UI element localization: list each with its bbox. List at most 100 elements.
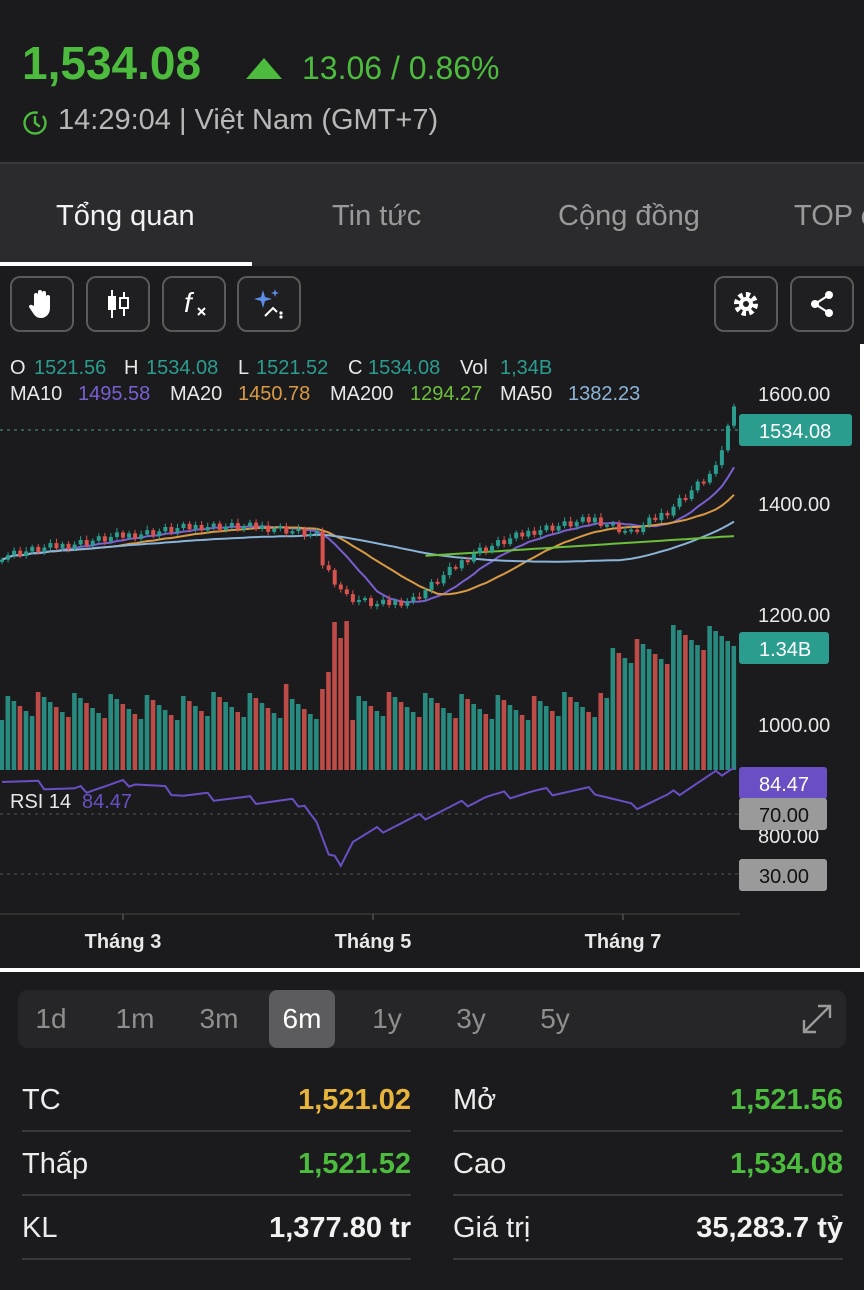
clock-icon <box>23 111 47 135</box>
volume-bar <box>410 712 416 770</box>
candle-body <box>96 536 101 541</box>
volume-bar <box>422 693 428 770</box>
rsi-panel <box>0 766 740 875</box>
volume-bar <box>271 713 277 770</box>
expand-icon[interactable] <box>800 1002 834 1036</box>
chart-panel: f O 1521.56 H 1534.08 L <box>0 266 864 968</box>
candle-body <box>435 581 440 584</box>
candle-body <box>671 506 676 516</box>
period-3y[interactable]: 3y <box>456 1003 486 1034</box>
candles <box>0 403 736 610</box>
volume-bar <box>308 714 313 770</box>
sparkle-draw-icon <box>254 289 283 319</box>
candle-body <box>604 524 609 527</box>
volume-bar <box>72 693 77 770</box>
period-3m[interactable]: 3m <box>199 1003 239 1034</box>
stat-row: TC 1,521.02 <box>22 1070 411 1132</box>
candle-body <box>611 523 616 526</box>
ai-draw-button[interactable] <box>237 276 301 332</box>
ma-line <box>425 535 735 557</box>
y-tick: 1600.00 <box>758 384 830 406</box>
candle-body <box>617 523 622 533</box>
volume-bar <box>5 696 11 770</box>
tab-overview[interactable]: Tổng quan <box>56 200 195 232</box>
volume-bar <box>211 692 216 770</box>
period-1y[interactable]: 1y <box>372 1003 402 1034</box>
timestamp: 14:29:04 | Việt Nam (GMT+7) <box>58 104 439 136</box>
settings-button[interactable] <box>714 276 778 332</box>
candle-body <box>362 598 367 601</box>
indicator-button[interactable]: f <box>162 276 226 332</box>
volume-bar <box>671 625 676 770</box>
candle-body <box>635 529 640 533</box>
ma-legend: MA10 1495.58 MA20 1450.78 MA200 1294.27 … <box>10 383 640 405</box>
volume-bar <box>126 709 132 770</box>
period-1m[interactable]: 1m <box>115 1003 155 1034</box>
volume-bar <box>477 709 483 770</box>
volume-bar <box>634 639 640 770</box>
volume-bar <box>525 720 531 770</box>
svg-text:f: f <box>184 287 195 318</box>
candle-body <box>48 543 53 548</box>
candle-body <box>562 521 567 526</box>
candle-body <box>235 523 240 530</box>
candle-body <box>490 545 495 552</box>
candle-body <box>695 481 700 491</box>
volume-bar <box>229 707 234 770</box>
share-button[interactable] <box>790 276 854 332</box>
volume-bar <box>59 712 65 770</box>
stat-value: 1,521.56 <box>730 1084 843 1116</box>
quote-header: 1,534.08 13.06 / 0.86% 14:29:04 | Việt N… <box>0 0 864 162</box>
volume-bar <box>199 711 204 770</box>
volume-bar <box>277 718 283 770</box>
candle-body <box>145 530 150 535</box>
period-1d[interactable]: 1d <box>35 1003 67 1034</box>
period-5y[interactable]: 5y <box>540 1003 570 1034</box>
volume-bar <box>90 708 95 770</box>
candle-body <box>713 465 718 474</box>
candle-body <box>302 528 307 537</box>
volume-bar <box>78 698 83 770</box>
candle-body <box>665 512 670 516</box>
candle-body <box>725 425 730 451</box>
volume-bar <box>66 717 71 770</box>
volume-bar <box>550 711 555 770</box>
candle-body <box>508 538 513 545</box>
candle-body <box>707 473 712 483</box>
candle-body <box>689 490 694 500</box>
tab-news[interactable]: Tin tức <box>332 200 422 232</box>
candle-body <box>157 531 162 536</box>
chart-type-button[interactable] <box>86 276 150 332</box>
candle-body <box>296 528 301 532</box>
tab-community[interactable]: Cộng đồng <box>558 200 700 232</box>
candle-body <box>677 497 682 507</box>
price-chart[interactable]: O 1521.56 H 1534.08 L 1521.52 C 1534.08 … <box>0 344 864 964</box>
volume-bar <box>501 700 507 770</box>
candle-body <box>659 512 664 521</box>
rsi-legend: RSI 14 84.47 <box>10 791 132 813</box>
candle-body <box>108 536 113 542</box>
candle-body <box>683 497 688 500</box>
rsi-lower-badge: 30.00 <box>759 866 809 888</box>
candle-body <box>314 531 319 534</box>
x-tick: Tháng 7 <box>585 931 662 953</box>
volume-bar <box>392 697 398 770</box>
share-icon <box>811 291 833 317</box>
candle-body <box>272 528 277 532</box>
volume-bar <box>23 711 29 770</box>
volume-bar <box>132 714 138 770</box>
volume-bar <box>713 631 718 770</box>
tab-top[interactable]: TOP c <box>794 200 864 232</box>
volume-bar <box>435 703 440 770</box>
candle-body <box>496 540 501 546</box>
volume-bar <box>301 709 307 770</box>
stat-label: TC <box>22 1084 61 1116</box>
candle-body <box>181 523 186 529</box>
hand-tool-button[interactable] <box>10 276 74 332</box>
candle-body <box>332 570 337 585</box>
volume-bar <box>429 698 434 770</box>
volume-bar <box>459 694 464 770</box>
chart-border <box>860 344 864 968</box>
volume-bar <box>677 630 682 770</box>
period-6m[interactable]: 6m <box>269 990 335 1048</box>
